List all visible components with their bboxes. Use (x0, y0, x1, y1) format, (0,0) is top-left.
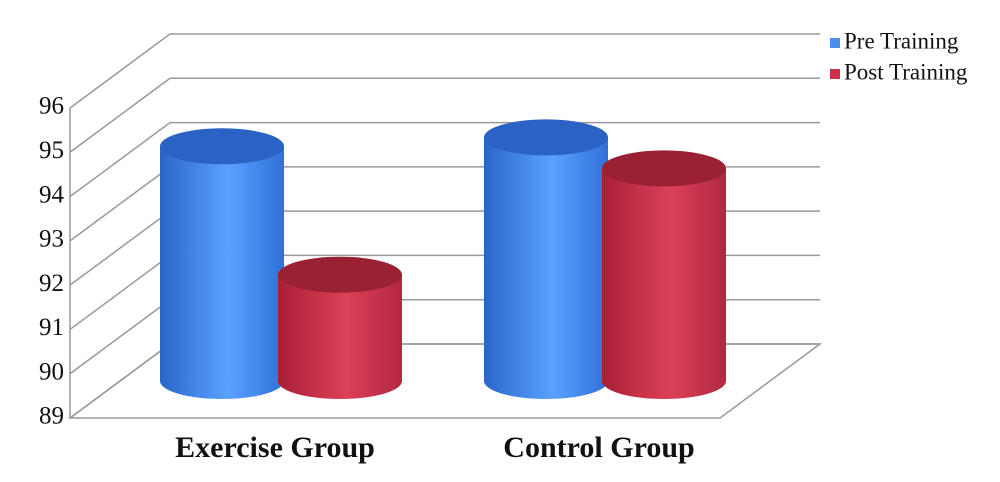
legend-marker (830, 38, 840, 48)
legend-label: Post Training (844, 59, 968, 84)
x-tick-label: Exercise Group (175, 431, 375, 464)
y-tick-label: 89 (39, 403, 64, 430)
bar (160, 146, 284, 399)
grid-line (69, 33, 820, 109)
legend-label: Pre Training (844, 28, 959, 53)
y-tick-label: 93 (39, 226, 64, 253)
grid-line (69, 77, 820, 153)
legend-marker (830, 69, 840, 79)
bar-top (160, 128, 284, 165)
y-tick-label: 96 (39, 93, 64, 120)
grid-line (69, 121, 820, 198)
bar-top (278, 256, 402, 293)
bar-top (602, 150, 726, 187)
bar-top (484, 119, 608, 156)
y-tick-label: 91 (39, 314, 64, 341)
bar (278, 274, 402, 399)
x-tick-label: Control Group (503, 431, 694, 464)
y-tick-label: 94 (39, 181, 65, 208)
bar (484, 137, 608, 399)
bar (602, 168, 726, 399)
y-tick-label: 95 (39, 137, 64, 164)
y-tick-label: 90 (39, 358, 64, 385)
y-tick-label: 92 (39, 270, 64, 297)
